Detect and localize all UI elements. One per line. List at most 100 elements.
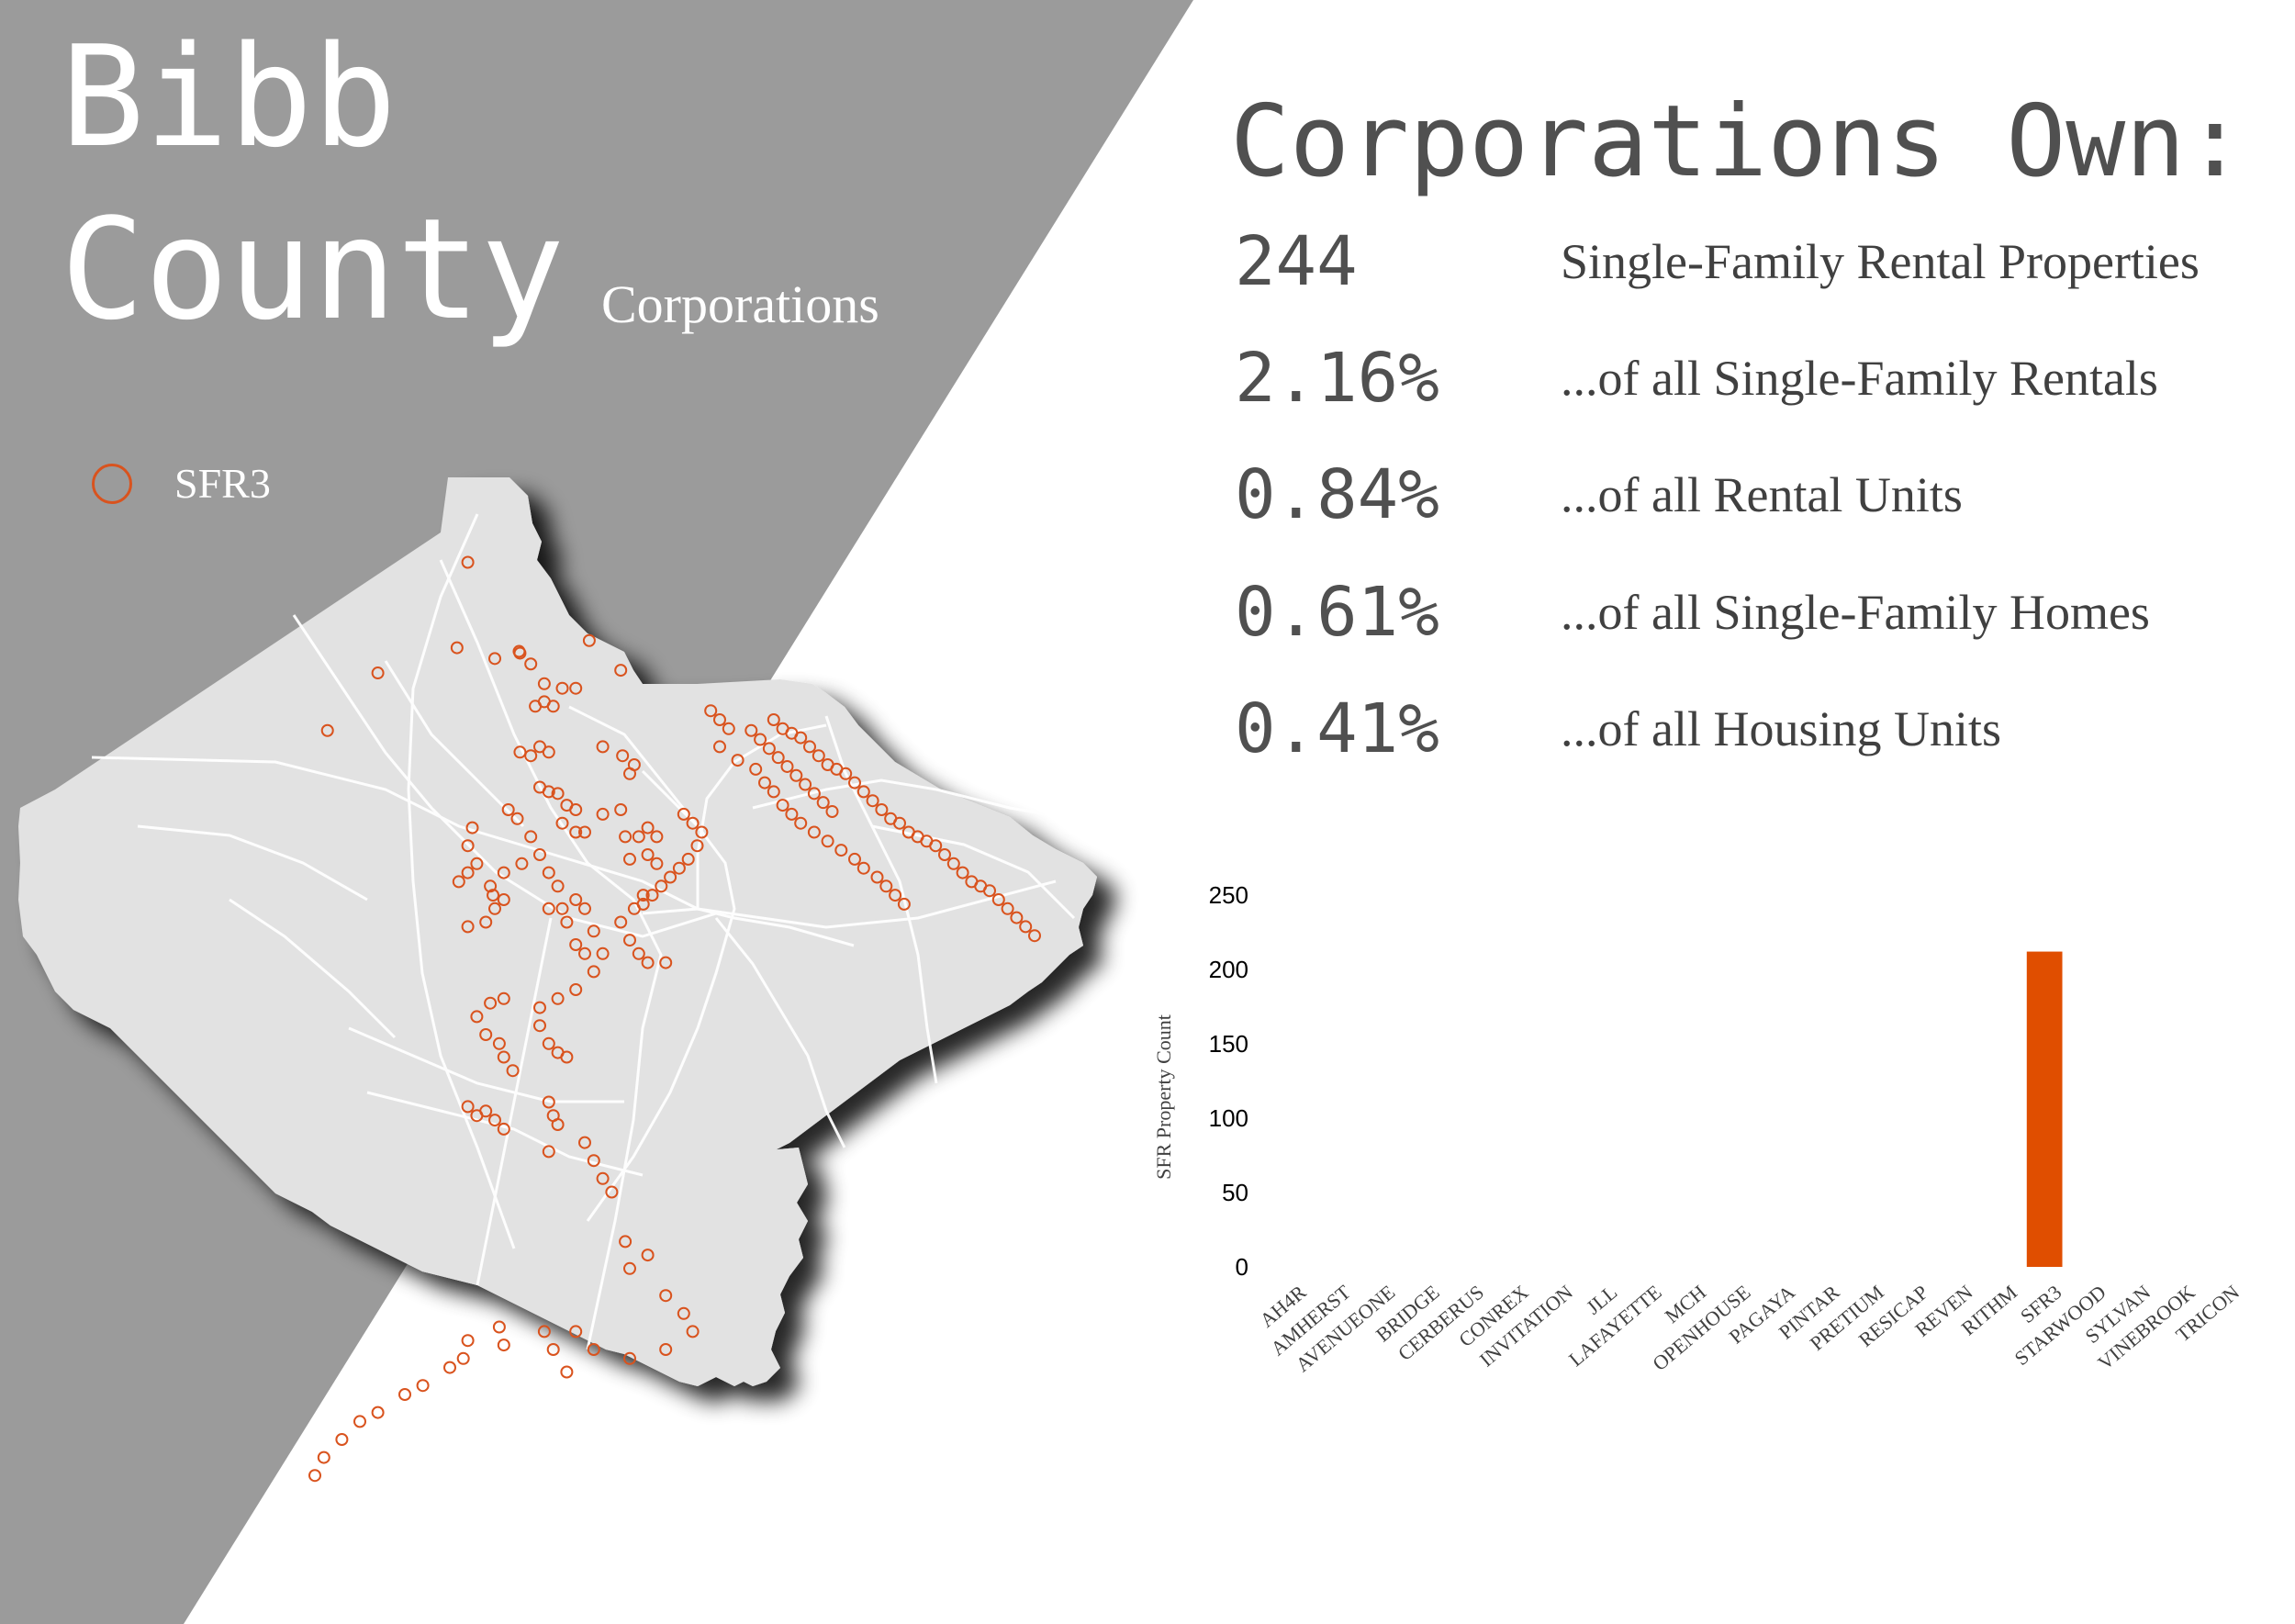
property-marker xyxy=(461,555,475,569)
property-marker xyxy=(501,803,515,816)
property-marker xyxy=(479,1028,493,1041)
property-marker xyxy=(317,1450,330,1464)
property-marker xyxy=(560,915,574,929)
property-marker xyxy=(578,1136,591,1149)
stat-row: 0.84% ...of all Rental Units xyxy=(1235,454,2281,536)
property-marker xyxy=(619,1235,633,1249)
property-marker xyxy=(497,991,510,1005)
property-marker xyxy=(762,742,776,756)
property-marker xyxy=(542,866,555,879)
property-marker xyxy=(371,1406,385,1419)
property-marker xyxy=(731,754,744,767)
stat-label: ...of all Single-Family Rentals xyxy=(1561,351,2158,406)
property-marker xyxy=(456,1351,470,1365)
map-legend: SFR3 xyxy=(92,459,271,508)
property-marker xyxy=(816,796,830,810)
property-marker xyxy=(582,633,596,647)
property-marker xyxy=(551,1118,565,1131)
stat-row: 0.41% ...of all Housing Units xyxy=(1235,688,2281,770)
property-marker xyxy=(641,1249,655,1262)
stat-label: Single-Family Rental Properties xyxy=(1561,234,2200,289)
property-marker xyxy=(510,812,524,825)
property-marker xyxy=(551,787,565,801)
property-marker xyxy=(780,759,794,773)
property-marker xyxy=(542,1145,555,1159)
property-marker xyxy=(807,825,821,839)
property-marker xyxy=(1010,911,1024,924)
property-marker xyxy=(587,965,600,979)
property-marker xyxy=(578,946,591,960)
property-marker xyxy=(758,776,771,790)
property-marker xyxy=(555,816,569,830)
property-marker xyxy=(461,839,475,853)
property-marker xyxy=(569,893,583,906)
property-marker xyxy=(524,830,538,844)
property-marker xyxy=(789,768,803,782)
property-marker xyxy=(398,1388,411,1401)
property-marker xyxy=(632,830,645,844)
property-marker xyxy=(587,1343,600,1356)
property-marker xyxy=(465,821,479,834)
property-marker xyxy=(946,857,960,870)
county-outline xyxy=(18,477,1097,1386)
property-marker xyxy=(785,807,799,821)
property-marker xyxy=(664,870,677,884)
property-marker xyxy=(645,889,659,902)
property-marker xyxy=(686,816,700,830)
property-marker xyxy=(308,1469,321,1483)
y-tick-label: 200 xyxy=(1209,956,1248,983)
property-marker xyxy=(320,723,334,737)
property-marker xyxy=(650,830,664,844)
property-marker xyxy=(443,1361,456,1374)
property-marker xyxy=(623,1351,636,1365)
stat-value: 2.16% xyxy=(1235,339,1439,418)
property-marker xyxy=(983,884,996,898)
property-marker xyxy=(704,704,718,718)
property-marker xyxy=(533,848,546,861)
property-marker xyxy=(991,893,1005,906)
property-marker xyxy=(353,1415,366,1428)
property-marker xyxy=(636,897,650,911)
property-marker xyxy=(488,902,501,915)
property-marker xyxy=(569,681,583,695)
property-marker xyxy=(506,1064,520,1078)
stat-label: ...of all Single-Family Homes xyxy=(1561,585,2150,640)
y-tick-label: 100 xyxy=(1209,1104,1248,1132)
property-marker xyxy=(533,1001,546,1014)
stat-value: 0.84% xyxy=(1235,455,1439,534)
property-marker xyxy=(929,839,943,853)
property-marker xyxy=(1028,929,1041,943)
property-marker xyxy=(596,740,610,754)
property-marker xyxy=(641,956,655,969)
property-marker xyxy=(744,723,758,737)
property-marker xyxy=(623,1261,636,1275)
property-marker xyxy=(546,700,560,713)
property-marker xyxy=(695,825,709,839)
property-marker xyxy=(677,807,690,821)
property-marker xyxy=(542,902,555,915)
property-marker xyxy=(659,956,673,969)
property-marker xyxy=(636,889,650,902)
property-marker xyxy=(542,745,555,759)
legend-label: SFR3 xyxy=(174,460,271,507)
property-marker xyxy=(659,1343,673,1356)
property-marker xyxy=(690,839,704,853)
property-marker xyxy=(569,983,583,996)
property-marker xyxy=(484,996,498,1010)
property-marker xyxy=(659,1289,673,1303)
property-marker xyxy=(856,861,870,875)
property-marker xyxy=(569,803,583,816)
property-marker xyxy=(461,1100,475,1114)
property-marker xyxy=(533,1019,546,1033)
property-marker xyxy=(533,740,546,754)
property-marker xyxy=(488,1114,501,1127)
property-marker xyxy=(623,934,636,947)
property-marker xyxy=(461,866,475,879)
property-marker xyxy=(487,889,500,902)
property-marker xyxy=(515,857,529,870)
property-marker xyxy=(596,807,610,821)
stat-value: 244 xyxy=(1235,222,1358,301)
property-marker xyxy=(479,915,493,929)
property-marker xyxy=(893,816,906,830)
